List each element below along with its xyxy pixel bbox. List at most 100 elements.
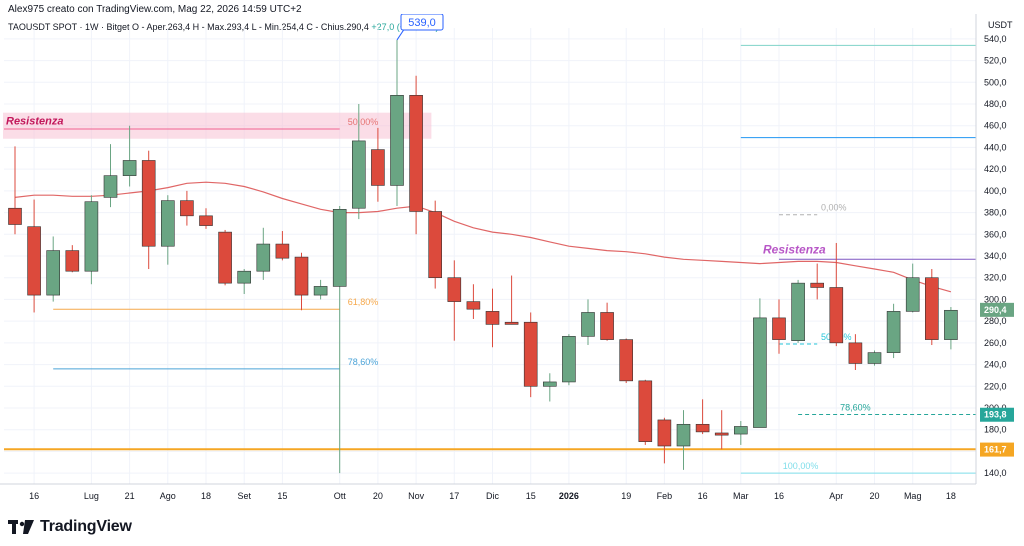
price-callout-text: 539,0: [408, 17, 436, 29]
candle-body[interactable]: [237, 270, 251, 284]
candle-body[interactable]: [753, 317, 767, 428]
x-tick-label: Nov: [408, 491, 425, 501]
y-tick-label: 320,0: [984, 273, 1007, 283]
candle-body[interactable]: [944, 309, 958, 340]
candle-body[interactable]: [27, 226, 41, 296]
zone-label: Resistenza: [6, 116, 63, 128]
moving-average-line[interactable]: [14, 181, 952, 293]
close-value: C - Chius.290,4: [306, 22, 369, 32]
candle-body[interactable]: [733, 426, 748, 435]
candle-body[interactable]: [905, 277, 920, 312]
candle-body[interactable]: [46, 250, 61, 296]
level-label: 0,00%: [821, 203, 847, 213]
y-tick-label: 140,0: [984, 468, 1007, 478]
footer-brand: TradingView: [40, 518, 132, 535]
symbol-name[interactable]: TAOUSDT SPOT · 1W · Bitget: [8, 22, 130, 32]
candle-body[interactable]: [848, 342, 863, 364]
candle-body[interactable]: [103, 175, 118, 198]
candle-body[interactable]: [562, 336, 576, 383]
y-tick-label: 240,0: [984, 360, 1007, 370]
candle-body[interactable]: [867, 352, 882, 364]
y-tick-label: 300,0: [984, 294, 1007, 304]
candle-body[interactable]: [256, 243, 271, 272]
candle-body[interactable]: [65, 250, 80, 272]
x-tick-label: Ago: [160, 491, 176, 501]
x-tick-label: 21: [125, 491, 135, 501]
candle-body[interactable]: [638, 380, 653, 442]
candle-body[interactable]: [600, 312, 614, 340]
level-label: 78,60%: [348, 357, 379, 367]
candle-body[interactable]: [351, 140, 366, 209]
x-tick-label: Apr: [829, 491, 843, 501]
candle-body[interactable]: [8, 207, 22, 225]
x-tick-label: 2026: [559, 491, 579, 501]
high-value: H - Max.293,4: [192, 22, 250, 32]
candle-body[interactable]: [313, 286, 328, 296]
candle-body[interactable]: [542, 381, 557, 387]
candle-body[interactable]: [676, 423, 691, 447]
x-tick-label: 19: [621, 491, 631, 501]
price-badge[interactable]: [980, 407, 1014, 422]
candle-body[interactable]: [141, 160, 156, 247]
low-value: L - Min.254,4: [251, 22, 304, 32]
open-value: O - Aper.263,4: [132, 22, 191, 32]
price-badge-text: 290,4: [984, 305, 1007, 315]
candlestick-chart[interactable]: Resistenza 50,00% 61,80% 78,60% Resistenza 0,…: [0, 13, 1024, 514]
candle-body[interactable]: [447, 277, 462, 302]
price-badge[interactable]: [980, 442, 1014, 457]
y-tick-label: 400,0: [984, 186, 1007, 196]
price-callout-box[interactable]: [400, 13, 444, 31]
x-tick-label: Dic: [486, 491, 499, 501]
y-tick-label: 480,0: [984, 99, 1007, 109]
candle-body[interactable]: [294, 256, 309, 296]
candle-body[interactable]: [924, 277, 939, 340]
candle-body[interactable]: [619, 339, 634, 382]
candle-body[interactable]: [829, 287, 844, 344]
x-tick-label: 16: [774, 491, 784, 501]
y-tick-label: 280,0: [984, 316, 1007, 326]
candle-body[interactable]: [409, 95, 423, 212]
y-tick-label: 340,0: [984, 251, 1007, 261]
candle-body[interactable]: [485, 311, 500, 325]
level-label: 50,00%: [348, 117, 379, 127]
candle-body[interactable]: [714, 432, 729, 436]
y-tick-label: 420,0: [984, 164, 1007, 174]
x-tick-label: Feb: [657, 491, 673, 501]
candle-body[interactable]: [791, 282, 805, 341]
candle-body[interactable]: [390, 95, 404, 186]
footer-logo[interactable]: TradingView: [8, 518, 132, 536]
candle-body[interactable]: [332, 209, 347, 287]
y-tick-label: 220,0: [984, 381, 1007, 391]
y-tick-label: 260,0: [984, 338, 1007, 348]
x-tick-label: 17: [449, 491, 459, 501]
level-label: 78,60%: [840, 403, 871, 413]
candle-body[interactable]: [466, 301, 481, 310]
candle-body[interactable]: [772, 317, 786, 340]
x-tick-label: Ott: [334, 491, 347, 501]
candle-body[interactable]: [180, 200, 194, 217]
candle-body[interactable]: [84, 201, 99, 272]
x-tick-label: 18: [201, 491, 211, 501]
price-badge[interactable]: [980, 302, 1014, 317]
candle-body[interactable]: [657, 419, 672, 447]
candle-body[interactable]: [504, 321, 519, 325]
candle-body[interactable]: [886, 311, 901, 353]
candle-body[interactable]: [218, 231, 232, 284]
candle-body[interactable]: [371, 149, 385, 186]
candle-body[interactable]: [428, 211, 443, 279]
candle-body[interactable]: [275, 243, 290, 259]
candle-body[interactable]: [122, 160, 137, 176]
candle-body[interactable]: [199, 215, 213, 226]
x-tick-label: Mar: [733, 491, 749, 501]
candle-body[interactable]: [161, 200, 175, 247]
chart-frame[interactable]: Resistenza 50,00% 61,80% 78,60% Resistenza 0,…: [0, 13, 1024, 514]
level-label: 61,80%: [348, 297, 379, 307]
x-tick-label: 15: [526, 491, 536, 501]
price-badge-text: 193,8: [984, 410, 1007, 420]
candle-body[interactable]: [695, 423, 710, 433]
candle-body[interactable]: [581, 312, 595, 337]
level-label: 100,00%: [783, 461, 819, 471]
candle-body[interactable]: [523, 321, 538, 387]
y-tick-label: 460,0: [984, 121, 1007, 131]
candle-body[interactable]: [810, 282, 825, 288]
